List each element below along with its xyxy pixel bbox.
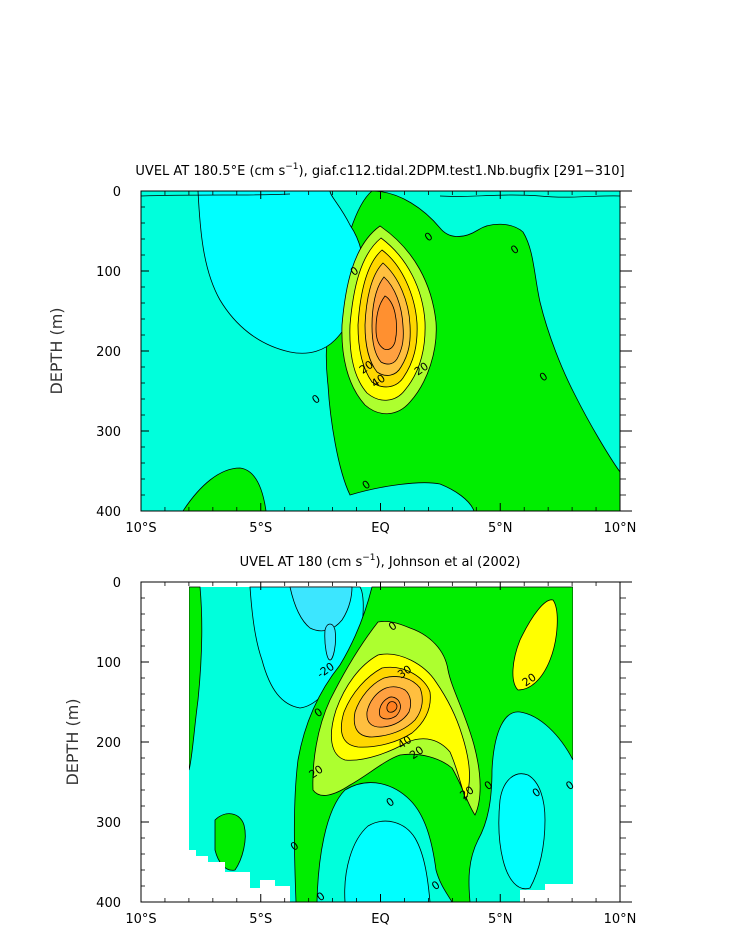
- bottom-contour-70: [386, 701, 398, 713]
- bottom-y-tick-label: 0: [113, 576, 121, 591]
- bottom-panel: UVEL AT 180 (cm s−1), Johnson et al (200…: [63, 553, 636, 927]
- bottom-negative-region-east: [498, 773, 546, 890]
- bottom-missing-data-west: [141, 582, 290, 902]
- bottom-ylabel: DEPTH (m): [63, 698, 82, 785]
- top-y-tick-label: 200: [96, 345, 121, 360]
- top-field: [141, 191, 620, 511]
- top-positive-region-southwest: [182, 467, 267, 511]
- top-contour-60: [375, 295, 397, 350]
- bottom-contour-20-east: [512, 599, 558, 691]
- top-x-tick-label: 5°N: [488, 521, 513, 536]
- top-ylabel: DEPTH (m): [47, 307, 66, 394]
- top-x-tick-label: EQ: [371, 521, 389, 536]
- bottom-axes: 10°S 5°S EQ 5°N 10°N 0 100 200 300 400: [96, 576, 636, 927]
- bottom-positive-region-west: [188, 586, 203, 771]
- bottom-y-tick-label: 400: [96, 896, 121, 911]
- bottom-x-tick-label: 5°S: [249, 912, 272, 927]
- top-title: UVEL AT 180.5°E (cm s−1), giaf.c112.tida…: [135, 162, 624, 179]
- bottom-x-tick-label: 10°S: [125, 912, 156, 927]
- top-x-tick-label: 10°S: [125, 521, 156, 536]
- bottom-y-tick-label: 300: [96, 816, 121, 831]
- top-y-tick-label: 300: [96, 425, 121, 440]
- bottom-y-tick-label: 200: [96, 736, 121, 751]
- top-y-tick-label: 0: [113, 185, 121, 200]
- bottom-negative-region-lower: [344, 820, 431, 902]
- top-negative-region-west: [197, 191, 364, 354]
- top-panel: UVEL AT 180.5°E (cm s−1), giaf.c112.tida…: [47, 162, 636, 536]
- top-x-tick-label: 5°S: [249, 521, 272, 536]
- top-y-tick-label: 100: [96, 265, 121, 280]
- bottom-x-tick-label: 10°N: [604, 912, 637, 927]
- top-axes: 10°S 5°S EQ 5°N 10°N 0 100 200 300 400: [96, 185, 636, 536]
- bottom-missing-data-east: [520, 582, 620, 902]
- bottom-title: UVEL AT 180 (cm s−1), Johnson et al (200…: [240, 553, 521, 570]
- top-x-tick-label: 10°N: [604, 521, 637, 536]
- top-surface-contour: [141, 193, 620, 198]
- bottom-x-tick-label: 5°N: [488, 912, 513, 927]
- top-y-tick-label: 400: [96, 505, 121, 520]
- bottom-negative-region-20: [324, 623, 336, 661]
- bottom-y-tick-label: 100: [96, 656, 121, 671]
- bottom-x-tick-label: EQ: [371, 912, 389, 927]
- bottom-field: [141, 582, 620, 902]
